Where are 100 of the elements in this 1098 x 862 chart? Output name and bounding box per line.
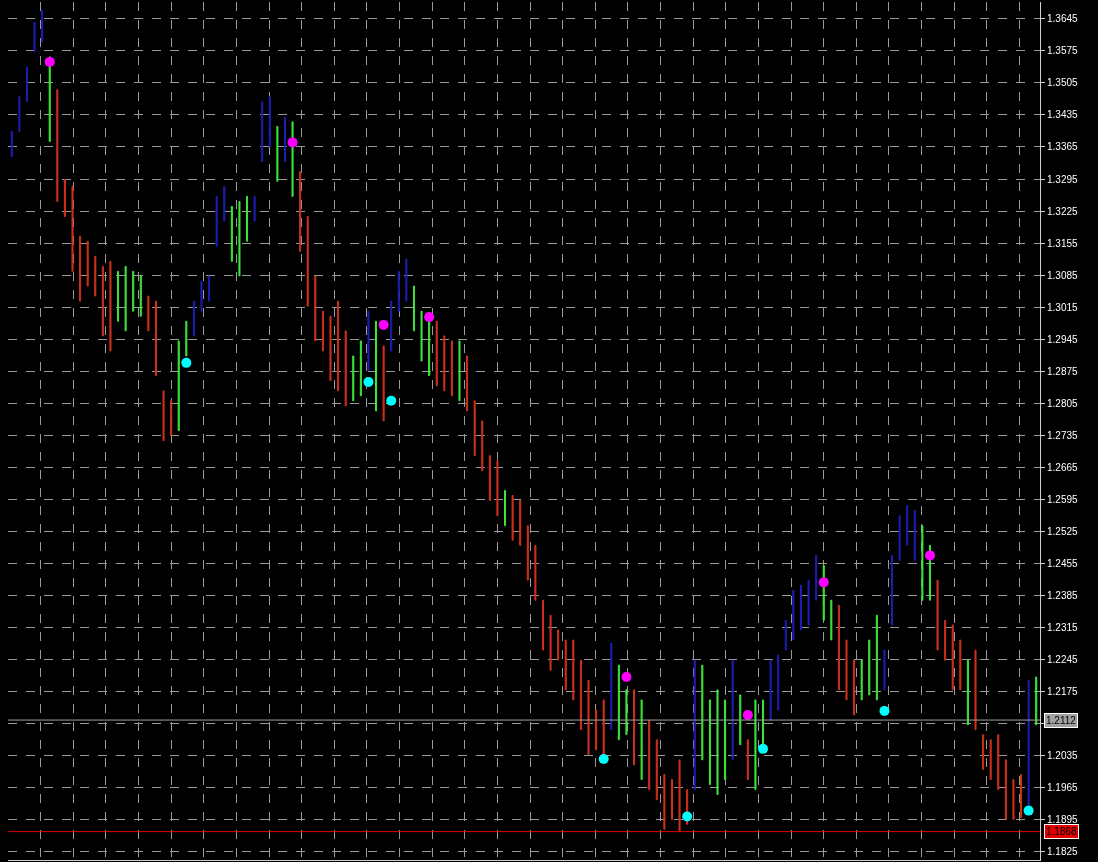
candlestick [807,579,810,626]
candlestick [215,195,218,247]
candlestick [450,340,453,397]
candlestick [769,659,772,721]
point [44,56,55,67]
point [818,577,829,588]
candlestick [466,355,469,412]
candlestick [109,260,112,352]
candlestick [56,89,59,202]
candlestick [989,739,992,781]
candlestick [101,265,104,337]
candlestick [1027,679,1030,806]
candlestick [1004,759,1007,820]
candlestick [1020,773,1023,818]
candlestick [944,619,947,661]
candlestick [253,195,256,222]
candlestick [382,345,385,422]
point [1023,805,1034,816]
candlestick [375,320,378,412]
candlestick [883,649,886,691]
candlestick [443,335,446,392]
candlestick [587,679,590,756]
y-tick-label: 1.3645 [1047,13,1079,25]
point [598,753,609,764]
y-tick-label: 1.2315 [1047,621,1079,633]
y-tick-label: 1.2455 [1047,557,1079,569]
candlestick [10,130,13,158]
y-tick-label: 1.2665 [1047,461,1079,473]
candlestick [162,390,165,442]
candlestick [701,664,704,761]
candlestick [610,642,613,731]
candlestick [230,205,233,262]
candlestick [526,525,529,581]
candlestick [246,195,249,242]
candlestick [223,185,226,222]
candlestick [420,310,423,362]
y-tick-label: 1.2595 [1047,493,1079,505]
y-tick-label: 1.3015 [1047,301,1079,313]
candlestick [974,649,977,731]
y-tick-label: 1.2035 [1047,749,1079,761]
candlestick [754,699,757,791]
candlestick [63,178,66,217]
candlestick [276,125,279,182]
y-tick-label: 1.3155 [1047,237,1079,249]
candlestick [837,604,840,691]
y-tick-label: 1.2805 [1047,397,1079,409]
candlestick [792,589,795,641]
candlestick [1035,676,1038,726]
candlestick [458,340,461,402]
y-tick-label: 1.2385 [1047,589,1079,601]
y-tick-label: 1.3365 [1047,141,1079,153]
candlestick [261,101,264,163]
candlestick [435,320,438,387]
candlestick [405,258,408,302]
candlestick [367,310,370,372]
candlestick [428,320,431,377]
candlestick [139,275,142,317]
candlestick [283,116,286,163]
candlestick [412,285,415,332]
candlestick [268,96,271,148]
candlestick [951,624,954,691]
candlestick [875,614,878,701]
point [378,319,389,330]
candlestick [33,21,36,53]
point [621,672,632,683]
point [924,550,935,561]
y-tick-label: 1.3295 [1047,173,1079,185]
candlestick [564,639,567,691]
candlestick [921,525,924,601]
point [287,137,298,148]
candlestick [579,659,582,731]
ref-line-label: 1.1868 [1046,826,1078,837]
candlestick [397,270,400,312]
candlestick [663,773,666,830]
candlestick [997,734,1000,791]
candlestick [648,719,651,791]
candlestick [617,664,620,741]
candlestick [25,66,28,103]
candlestick [549,614,552,671]
candlestick [117,270,120,322]
candlestick [625,689,628,736]
candlestick [966,659,969,726]
candlestick [481,420,484,472]
candlestick [815,554,818,601]
candlestick [898,515,901,561]
candlestick [314,275,317,342]
point [758,743,769,754]
candlestick [71,185,74,272]
candlestick [845,639,848,701]
candlestick [678,759,681,833]
candlestick [86,240,89,287]
candlestick [473,400,476,457]
candlestick [359,340,362,397]
candlestick [716,689,719,796]
y-tick-label: 1.3225 [1047,205,1079,217]
point [682,811,693,822]
candlestick [640,699,643,781]
candlestick [541,599,544,651]
candlestick [572,639,575,701]
candlestick [511,494,514,541]
